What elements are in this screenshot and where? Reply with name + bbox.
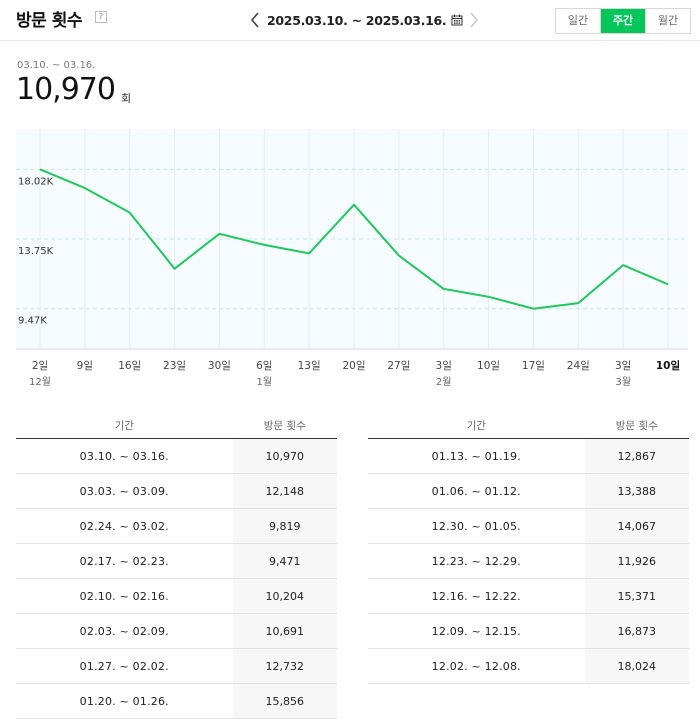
visits-cell: 11,926 (584, 543, 689, 579)
column-header-visits: 방문 횟수 (232, 412, 337, 439)
period-cell: 01.20. ~ 01.26. (16, 683, 233, 719)
period-cell: 12.16. ~ 12.22. (368, 578, 585, 614)
period-cell: 03.03. ~ 03.09. (16, 473, 233, 509)
chevron-right-icon[interactable] (467, 9, 481, 31)
table-row: 01.13. ~ 01.19. 12,867 (368, 438, 689, 474)
table-row: 02.24. ~ 03.02. 9,819 (16, 508, 337, 544)
x-month-label: 1월 (257, 376, 273, 388)
date-navigator: 2025.03.10. ~ 2025.03.16. (248, 8, 481, 32)
x-month-label: 3월 (615, 376, 631, 388)
calendar-icon[interactable] (451, 14, 463, 26)
x-tick-label: 3일 (436, 359, 452, 372)
visits-cell: 12,732 (232, 648, 337, 684)
period-cell: 03.10. ~ 03.16. (16, 438, 233, 474)
table-row: 12.09. ~ 12.15. 16,873 (368, 613, 689, 649)
x-tick-label: 2일 (32, 359, 48, 372)
visits-cell: 14,067 (584, 508, 689, 544)
visits-cell: 9,471 (232, 543, 337, 579)
visits-cell: 10,691 (232, 613, 337, 649)
table-row: 12.23. ~ 12.29. 11,926 (368, 543, 689, 579)
x-tick-label: 10일 (477, 359, 500, 372)
period-cell: 01.06. ~ 01.12. (368, 473, 585, 509)
table-row: 01.27. ~ 02.02. 12,732 (16, 648, 337, 684)
period-cell: 01.27. ~ 02.02. (16, 648, 233, 684)
x-tick-label: 23일 (163, 359, 186, 372)
x-tick-label: 9일 (77, 359, 93, 372)
period-cell: 02.03. ~ 02.09. (16, 613, 233, 649)
tab-daily[interactable]: 일간 (556, 9, 601, 33)
table-row: 01.06. ~ 01.12. 13,388 (368, 473, 689, 509)
tab-monthly[interactable]: 월간 (646, 9, 690, 33)
visits-cell: 12,867 (584, 438, 689, 474)
table-row: 02.03. ~ 02.09. 10,691 (16, 613, 337, 649)
table-row: 02.17. ~ 02.23. 9,471 (16, 543, 337, 579)
x-tick-label: 3일 (615, 359, 631, 372)
period-cell: 12.23. ~ 12.29. (368, 543, 585, 579)
table-row: 03.03. ~ 03.09. 12,148 (16, 473, 337, 509)
visits-cell: 10,204 (232, 578, 337, 614)
visits-line-chart: 18.02K 13.75K 9.47K 2일 12월 9일 16일 23일 30일 6일 1월 13일… (16, 129, 688, 388)
period-cell: 02.17. ~ 02.23. (16, 543, 233, 579)
x-tick-label: 10일 (656, 359, 680, 372)
summary-unit: 회 (121, 92, 132, 105)
period-cell: 02.24. ~ 03.02. (16, 508, 233, 544)
visits-cell: 13,388 (584, 473, 689, 509)
chevron-left-icon[interactable] (248, 9, 262, 31)
table-row: 01.20. ~ 01.26. 15,856 (16, 683, 337, 719)
y-tick-label: 13.75K (18, 246, 54, 257)
x-month-label: 12월 (29, 376, 51, 388)
x-tick-label: 17일 (522, 359, 545, 372)
x-tick-label: 16일 (118, 359, 141, 372)
x-tick-label: 13일 (298, 359, 321, 372)
visits-table-right: 기간 방문 횟수 01.13. ~ 01.19. 12,867 01.06. ~ 0… (368, 412, 689, 684)
column-header-period: 기간 (16, 412, 233, 439)
visits-cell: 16,873 (584, 613, 689, 649)
x-tick-label: 30일 (208, 359, 231, 372)
x-tick-label: 24일 (567, 359, 590, 372)
visits-table-left: 기간 방문 횟수 03.10. ~ 03.16. 10,970 03.03. ~ 0… (16, 412, 337, 719)
period-cell: 01.13. ~ 01.19. (368, 438, 585, 474)
x-month-label: 2월 (436, 376, 452, 388)
question-icon[interactable]: ? (95, 11, 107, 23)
table-row: 12.16. ~ 12.22. 15,371 (368, 578, 689, 614)
visits-cell: 10,970 (232, 438, 337, 474)
table-row: 03.10. ~ 03.16. 10,970 (16, 438, 337, 474)
x-tick-label: 20일 (342, 359, 365, 372)
table-row: 12.30. ~ 01.05. 14,067 (368, 508, 689, 544)
column-header-visits: 방문 횟수 (584, 412, 689, 439)
visits-cell: 15,856 (232, 683, 337, 719)
y-tick-label: 18.02K (18, 176, 54, 187)
tab-weekly[interactable]: 주간 (601, 9, 646, 33)
summary-value: 10,970 (16, 72, 116, 107)
period-cell: 12.02. ~ 12.08. (368, 648, 585, 684)
visits-cell: 15,371 (584, 578, 689, 614)
series-line (39, 168, 669, 310)
visits-cell: 12,148 (232, 473, 337, 509)
period-cell: 02.10. ~ 02.16. (16, 578, 233, 614)
y-tick-label: 9.47K (18, 316, 47, 327)
table-row: 02.10. ~ 02.16. 10,204 (16, 578, 337, 614)
x-tick-label: 27일 (387, 359, 410, 372)
column-header-period: 기간 (368, 412, 585, 439)
summary-range: 03.10. ~ 03.16. (17, 60, 96, 71)
table-row: 12.02. ~ 12.08. 18,024 (368, 648, 689, 684)
x-tick-label: 6일 (256, 359, 272, 372)
page-title: 방문 횟수 (16, 11, 82, 31)
visits-cell: 18,024 (584, 648, 689, 684)
period-cell: 12.09. ~ 12.15. (368, 613, 585, 649)
period-cell: 12.30. ~ 01.05. (368, 508, 585, 544)
visits-cell: 9,819 (232, 508, 337, 544)
page-header: 방문 횟수 ? 2025.03.10. ~ 2025.03.16. 일간 주간 … (0, 0, 700, 41)
period-tabs: 일간 주간 월간 (555, 8, 691, 34)
date-range-label: 2025.03.10. ~ 2025.03.16. (267, 12, 447, 28)
